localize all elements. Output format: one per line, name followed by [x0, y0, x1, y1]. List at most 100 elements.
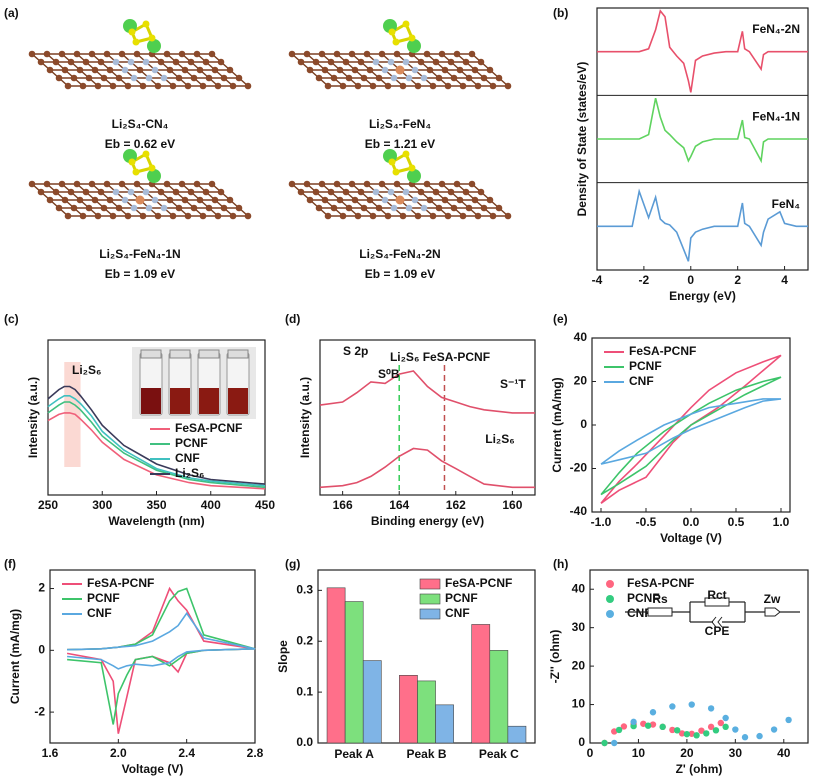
atom: [441, 66, 449, 74]
point: [674, 727, 681, 734]
x-tick-label: 2.8: [247, 746, 264, 760]
atom: [208, 50, 216, 58]
y-tick-label: -2: [34, 704, 45, 718]
atom: [417, 188, 425, 196]
binding-energy: Eb = 1.09 eV: [105, 267, 175, 281]
atom: [121, 66, 129, 74]
x-tick-label: 1.6: [42, 746, 59, 760]
atom: [465, 204, 473, 212]
atom: [172, 188, 180, 196]
point: [722, 714, 729, 722]
point: [630, 718, 637, 726]
plot-frame: [589, 569, 809, 744]
atom: [133, 50, 141, 58]
x-axis-label: Voltage (V): [122, 762, 184, 776]
legend-label: CNF: [445, 606, 470, 620]
s-atom: [132, 168, 140, 176]
resistor: [647, 607, 673, 617]
x-tick-label: Peak C: [479, 747, 519, 761]
atom: [390, 204, 398, 212]
panel-label: (h): [553, 557, 568, 571]
point: [611, 739, 618, 747]
y-tick-label: 30: [572, 620, 586, 634]
atom: [327, 188, 335, 196]
vial-liquid: [199, 388, 219, 414]
point: [649, 721, 657, 728]
x-tick-label: 166: [333, 498, 353, 512]
point: [644, 722, 652, 729]
vial-liquid: [170, 388, 190, 414]
atom: [139, 82, 147, 90]
legend-swatch: [419, 593, 441, 605]
atom: [79, 212, 87, 220]
atom: [196, 196, 204, 204]
x-tick-label: 450: [255, 498, 275, 512]
vial-liquid: [228, 388, 248, 414]
y-axis-label: Intensity (a.u.): [298, 377, 312, 458]
atom: [303, 50, 311, 58]
atom: [489, 82, 497, 90]
atom: [363, 180, 371, 188]
point: [756, 732, 763, 740]
atom: [324, 212, 332, 220]
point: [712, 727, 720, 734]
vial-liquid: [141, 388, 161, 414]
atom: [229, 82, 237, 90]
atom: [145, 74, 153, 82]
atom: [306, 196, 314, 204]
atom: [459, 212, 467, 220]
point: [678, 730, 686, 737]
x-tick-label: 162: [446, 498, 466, 512]
atom: [184, 82, 192, 90]
fe-atom: [395, 65, 405, 75]
atom: [318, 180, 326, 188]
x-tick-label: 250: [38, 498, 58, 512]
atom: [429, 82, 437, 90]
atom: [205, 74, 213, 82]
atom: [100, 204, 108, 212]
atom: [73, 180, 81, 188]
atom: [288, 180, 296, 188]
atom: [315, 204, 323, 212]
warburg: [764, 607, 781, 617]
structure: [288, 19, 512, 90]
atom: [226, 66, 234, 74]
atom: [339, 82, 347, 90]
atom: [169, 212, 177, 220]
atom: [214, 212, 222, 220]
legend-label: Li₂S₆: [175, 466, 204, 480]
li-atom: [407, 169, 421, 183]
atom: [414, 212, 422, 220]
atom: [435, 74, 443, 82]
point: [615, 726, 623, 734]
x-tick-label: Peak B: [406, 747, 446, 761]
atom: [318, 50, 326, 58]
atom: [453, 50, 461, 58]
x-tick-label: 10: [632, 746, 646, 760]
atom: [67, 58, 75, 66]
atom: [157, 188, 165, 196]
atom: [477, 188, 485, 196]
point: [688, 730, 695, 737]
atom: [393, 50, 401, 58]
structure-name: Li₂S₄-FeN₄-2N: [359, 247, 440, 261]
bar: [417, 680, 436, 744]
point: [722, 723, 729, 731]
s-atom: [148, 34, 156, 42]
atom: [462, 188, 470, 196]
atom: [474, 212, 482, 220]
atom: [450, 74, 458, 82]
atom: [190, 204, 198, 212]
atom: [70, 204, 78, 212]
atom: [438, 50, 446, 58]
y-tick-label: 20: [572, 658, 586, 672]
s-atom: [392, 38, 400, 46]
atom: [151, 66, 159, 74]
atom: [447, 58, 455, 66]
structure-name: Li₂S₄-CN₄: [112, 117, 169, 131]
s-atom: [402, 20, 410, 28]
atom: [91, 196, 99, 204]
y-axis-label: -Z'' (ohm): [548, 630, 562, 684]
atom: [43, 180, 51, 188]
atom: [196, 66, 204, 74]
